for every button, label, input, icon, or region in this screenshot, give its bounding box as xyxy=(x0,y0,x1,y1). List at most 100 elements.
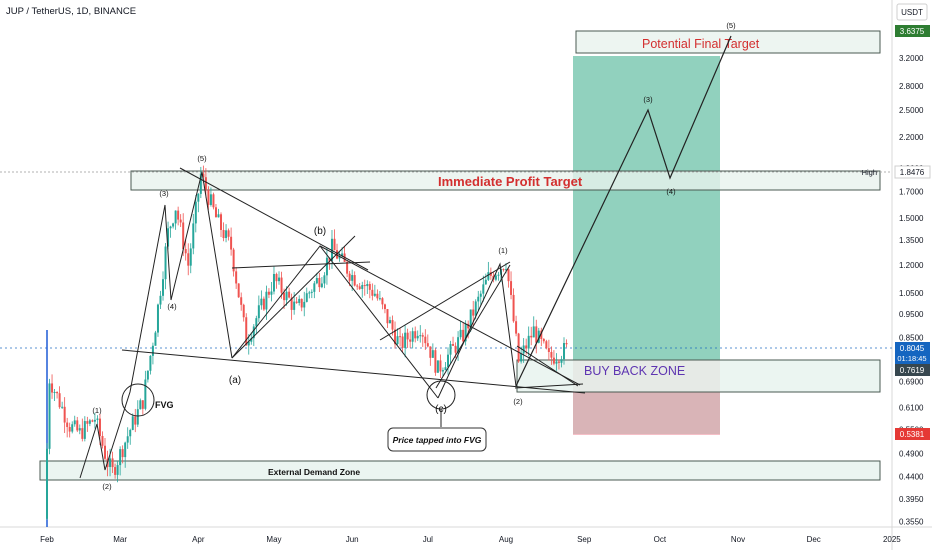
wave-label-proj-4: (4) xyxy=(666,187,676,196)
candle-body xyxy=(512,294,515,322)
candle-body xyxy=(262,298,265,310)
candle-body xyxy=(91,420,94,422)
candle-body xyxy=(563,343,566,360)
candle-body xyxy=(83,421,86,439)
price-tick-label: 0.8500 xyxy=(899,334,924,343)
candle-body xyxy=(313,283,316,292)
candle-body xyxy=(363,285,366,287)
zone-final-target-label: Potential Final Target xyxy=(642,37,760,51)
price-tick-label: 1.7000 xyxy=(899,187,924,196)
candle-body xyxy=(494,275,497,280)
candle-body xyxy=(270,291,273,295)
candle-body xyxy=(237,283,240,298)
candle-body xyxy=(257,305,260,319)
buyback-price-badge xyxy=(895,364,930,376)
candle-body xyxy=(484,279,487,285)
stop-badge-text: 0.5381 xyxy=(900,430,925,439)
candle-body xyxy=(537,330,540,343)
candle-body xyxy=(376,293,379,299)
candle-body xyxy=(98,418,101,437)
candle-body xyxy=(73,420,76,425)
candle-body xyxy=(361,285,364,289)
candle-body xyxy=(222,229,225,239)
candle-body xyxy=(109,458,112,467)
candle-body xyxy=(515,321,518,334)
time-tick-label: Aug xyxy=(499,535,513,544)
candle-body xyxy=(472,309,475,316)
candle-body xyxy=(86,421,89,424)
candle-body xyxy=(202,173,205,178)
candle-body xyxy=(230,236,233,250)
time-tick-label: Mar xyxy=(113,535,127,544)
candle-body xyxy=(129,429,132,437)
wave-label-c: (c) xyxy=(435,404,447,415)
price-tick-label: 3.2000 xyxy=(899,54,924,63)
callout-text: Price tapped into FVG xyxy=(393,435,482,445)
wave-label-sub-2: (2) xyxy=(513,397,523,406)
candle-body xyxy=(545,341,548,349)
candle-body xyxy=(255,318,258,327)
candle-body xyxy=(540,330,543,339)
candle-body xyxy=(394,329,397,345)
price-tick-label: 1.0500 xyxy=(899,289,924,298)
wave-abc-path xyxy=(231,245,439,399)
candle-body xyxy=(310,291,313,293)
price-tick-label: 2.2000 xyxy=(899,133,924,142)
trendline-mid-down xyxy=(319,245,581,386)
price-tick-label: 1.5000 xyxy=(899,214,924,223)
candle-body xyxy=(245,317,248,346)
candle-body xyxy=(104,445,107,459)
trendline-lower-small xyxy=(514,383,584,389)
currency-badge[interactable] xyxy=(896,3,928,21)
candle-body xyxy=(134,416,137,425)
price-tick-label: 0.3950 xyxy=(899,495,924,504)
candle-body xyxy=(469,309,472,329)
candle-body xyxy=(325,257,328,276)
candle-body xyxy=(323,275,326,284)
high-badge xyxy=(894,165,931,179)
candle-body xyxy=(66,422,69,428)
wave-label-4: (4) xyxy=(167,302,177,311)
candle-body xyxy=(565,343,568,345)
price-tick-label: 0.3550 xyxy=(899,518,924,527)
candle-body xyxy=(510,281,513,295)
wave-label-a: (a) xyxy=(229,375,241,386)
candle-body xyxy=(285,291,288,301)
wave-label-b: (b) xyxy=(314,226,326,237)
candle-body xyxy=(48,383,51,449)
candle-body xyxy=(265,291,268,310)
candle-body xyxy=(378,298,381,300)
zone-immediate-target xyxy=(130,170,881,191)
candle-body xyxy=(308,292,311,294)
candle-body xyxy=(78,428,81,431)
candle-body xyxy=(290,297,293,310)
time-tick-label: Feb xyxy=(40,535,54,544)
candle-body xyxy=(174,210,177,224)
candle-body xyxy=(167,228,170,247)
trendline-b-channel-top xyxy=(231,261,371,269)
candle-body xyxy=(298,298,301,303)
candle-body xyxy=(550,351,553,358)
candle-body xyxy=(146,370,149,380)
candle-body xyxy=(212,194,215,208)
candle-body xyxy=(487,272,490,280)
candle-body xyxy=(272,273,275,292)
candle-body xyxy=(111,458,114,468)
candle-body xyxy=(318,277,321,288)
candle-body xyxy=(532,326,535,338)
currency-badge-text: USDT xyxy=(901,8,923,17)
time-tick-label: 2025 xyxy=(883,535,901,544)
candle-body xyxy=(96,418,99,420)
candle-body xyxy=(505,269,507,271)
countdown-text: 01:18:45 xyxy=(897,354,926,363)
candle-body xyxy=(315,277,318,284)
candle-body xyxy=(404,332,407,348)
candle-body xyxy=(250,338,253,342)
candle-body xyxy=(209,194,212,205)
candle-body xyxy=(346,261,349,274)
projection-path xyxy=(515,35,732,387)
candle-body xyxy=(419,335,422,337)
candle-body xyxy=(449,344,452,355)
